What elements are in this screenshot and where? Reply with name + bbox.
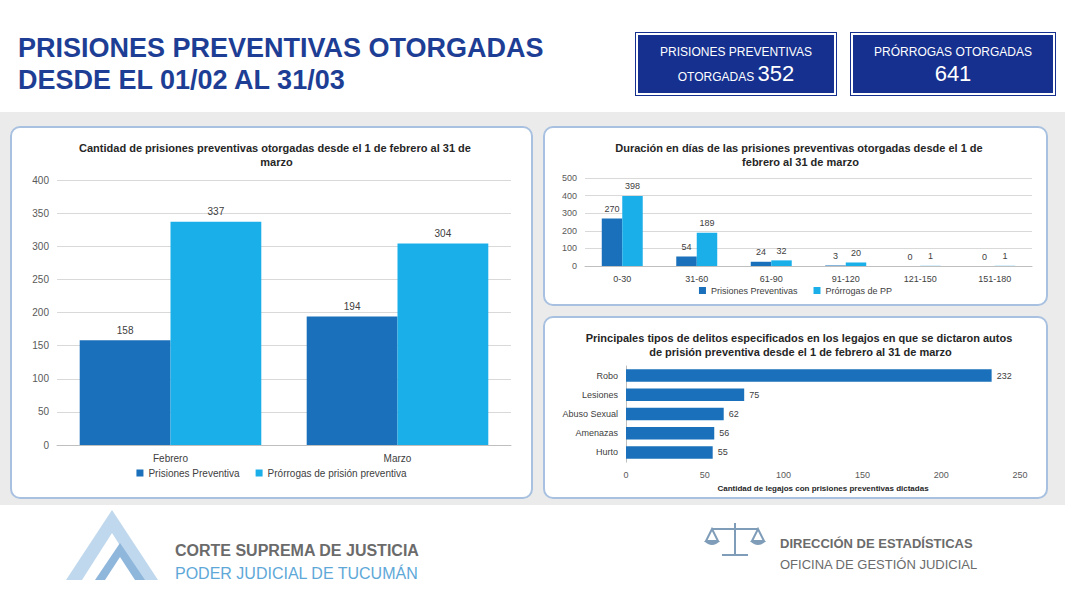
svg-text:OFICINA DE GESTIÓN JUDICIAL: OFICINA DE GESTIÓN JUDICIAL bbox=[780, 557, 977, 572]
svg-text:Duración en días de las prisio: Duración en días de las prisiones preven… bbox=[615, 142, 985, 154]
svg-text:3: 3 bbox=[833, 251, 838, 261]
svg-text:Cantidad de prisiones preventi: Cantidad de prisiones preventivas otorga… bbox=[79, 142, 474, 154]
svg-text:400: 400 bbox=[32, 175, 49, 186]
svg-text:0: 0 bbox=[572, 261, 577, 271]
svg-text:Lesiones: Lesiones bbox=[582, 390, 619, 400]
svg-text:56: 56 bbox=[719, 428, 729, 438]
svg-text:0: 0 bbox=[43, 440, 49, 451]
svg-text:Principales tipos de delitos e: Principales tipos de delitos especificad… bbox=[586, 332, 1016, 344]
svg-text:200: 200 bbox=[32, 307, 49, 318]
svg-text:200: 200 bbox=[934, 470, 949, 480]
svg-text:250: 250 bbox=[32, 274, 49, 285]
svg-text:PODER JUDICIAL DE TUCUMÁN: PODER JUDICIAL DE TUCUMÁN bbox=[175, 564, 418, 582]
svg-text:1: 1 bbox=[1002, 251, 1007, 261]
svg-text:32: 32 bbox=[776, 246, 786, 256]
svg-text:Abuso Sexual: Abuso Sexual bbox=[562, 409, 618, 419]
html-text:PRISIONES PREVENTIVAS OTORGADA: PRISIONES PREVENTIVAS OTORGADAS bbox=[18, 33, 544, 63]
svg-text:Prórrogas de prisión preventiv: Prórrogas de prisión preventiva bbox=[268, 468, 407, 479]
svg-text:500: 500 bbox=[562, 173, 577, 183]
html-text:PRISIONES PREVENTIVAS OTORGADA: PRISIONES PREVENTIVAS OTORGADAS352 bbox=[660, 44, 812, 86]
svg-text:DIRECCIÓN DE ESTADÍSTICAS: DIRECCIÓN DE ESTADÍSTICAS bbox=[780, 536, 973, 551]
svg-text:300: 300 bbox=[32, 241, 49, 252]
svg-text:0-30: 0-30 bbox=[613, 274, 631, 284]
svg-text:100: 100 bbox=[32, 373, 49, 384]
svg-text:Febrero: Febrero bbox=[153, 453, 188, 464]
svg-text:200: 200 bbox=[562, 226, 577, 236]
svg-text:194: 194 bbox=[344, 301, 361, 312]
svg-text:400: 400 bbox=[562, 191, 577, 201]
svg-text:Robo: Robo bbox=[596, 371, 618, 381]
svg-text:0: 0 bbox=[907, 252, 912, 262]
svg-text:febrero al 31 de marzo: febrero al 31 de marzo bbox=[742, 156, 859, 168]
svg-text:337: 337 bbox=[208, 206, 225, 217]
svg-text:24: 24 bbox=[756, 247, 766, 257]
svg-text:91-120: 91-120 bbox=[832, 274, 860, 284]
svg-text:250: 250 bbox=[1012, 470, 1027, 480]
svg-text:100: 100 bbox=[776, 470, 791, 480]
svg-text:1: 1 bbox=[928, 251, 933, 261]
svg-text:350: 350 bbox=[32, 208, 49, 219]
svg-text:Prisiones Preventiva: Prisiones Preventiva bbox=[148, 468, 240, 479]
svg-text:Hurto: Hurto bbox=[596, 447, 618, 457]
svg-text:150: 150 bbox=[32, 340, 49, 351]
svg-text:Prórrogas de PP: Prórrogas de PP bbox=[826, 286, 893, 296]
svg-text:Marzo: Marzo bbox=[384, 453, 412, 464]
svg-text:50: 50 bbox=[700, 470, 710, 480]
html-text:DESDE EL 01/02 AL 31/03: DESDE EL 01/02 AL 31/03 bbox=[18, 65, 345, 95]
svg-text:CORTE SUPREMA DE JUSTICIA: CORTE SUPREMA DE JUSTICIA bbox=[175, 542, 419, 559]
svg-text:0: 0 bbox=[623, 470, 628, 480]
svg-text:232: 232 bbox=[997, 371, 1012, 381]
html-text:PRÓRROGAS OTORGADAS: PRÓRROGAS OTORGADAS bbox=[874, 44, 1032, 59]
svg-text:189: 189 bbox=[699, 218, 714, 228]
svg-text:151-180: 151-180 bbox=[978, 274, 1011, 284]
svg-text:121-150: 121-150 bbox=[904, 274, 937, 284]
svg-text:50: 50 bbox=[38, 406, 50, 417]
svg-text:55: 55 bbox=[718, 447, 728, 457]
svg-text:62: 62 bbox=[729, 409, 739, 419]
svg-text:270: 270 bbox=[604, 204, 619, 214]
svg-text:158: 158 bbox=[117, 325, 134, 336]
svg-text:31-60: 31-60 bbox=[685, 274, 708, 284]
svg-text:75: 75 bbox=[749, 390, 759, 400]
svg-text:150: 150 bbox=[855, 470, 870, 480]
svg-text:Prisiones Preventivas: Prisiones Preventivas bbox=[711, 286, 798, 296]
svg-text:100: 100 bbox=[562, 243, 577, 253]
html-text:641: 641 bbox=[934, 60, 972, 86]
svg-text:304: 304 bbox=[435, 228, 452, 239]
svg-text:61-90: 61-90 bbox=[760, 274, 783, 284]
svg-text:0: 0 bbox=[982, 252, 987, 262]
svg-text:20: 20 bbox=[851, 248, 861, 258]
svg-text:398: 398 bbox=[625, 181, 640, 191]
svg-text:Cantidad de legajos con prisio: Cantidad de legajos con prisiones preven… bbox=[717, 484, 929, 493]
svg-text:de prisión preventiva desde el: de prisión preventiva desde el 1 de febr… bbox=[649, 346, 952, 358]
svg-text:marzo: marzo bbox=[260, 156, 293, 168]
svg-text:Amenazas: Amenazas bbox=[575, 428, 618, 438]
svg-text:54: 54 bbox=[681, 242, 691, 252]
svg-text:300: 300 bbox=[562, 208, 577, 218]
